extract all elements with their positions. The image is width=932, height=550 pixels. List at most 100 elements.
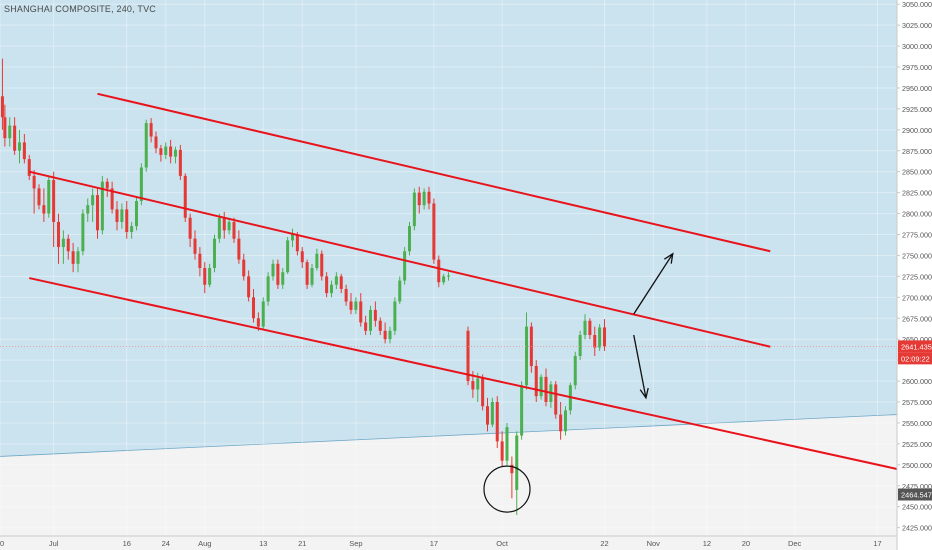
candle-80 [388, 330, 392, 340]
candle-98 [490, 402, 494, 425]
y-tick-label-21: 2525.000 [902, 440, 932, 449]
y-tick-label-12: 2750.000 [902, 251, 932, 260]
candle-79 [383, 330, 387, 340]
candle-32 [154, 136, 158, 149]
candle-9 [42, 205, 46, 214]
y-tick-label-1: 3025.000 [902, 21, 932, 30]
up-arrow-shaft [633, 253, 674, 315]
candle-103 [515, 435, 519, 490]
candle-13 [61, 238, 65, 248]
candle-109 [544, 376, 548, 402]
candle-81 [393, 301, 397, 331]
candle-21 [100, 181, 104, 231]
candle-97 [485, 406, 490, 425]
candle-3 [13, 125, 17, 151]
price-axis-background [897, 0, 932, 550]
countdown-label: 02:09:22 [901, 354, 930, 363]
current-price-label: 2641.435 [901, 342, 932, 351]
candle-11 [52, 180, 56, 222]
candle-89 [432, 203, 436, 260]
candle-69 [334, 276, 338, 285]
down-arrow-shaft [633, 334, 647, 398]
candle-0 [0, 96, 4, 118]
candle-90 [437, 259, 441, 283]
candle-101 [505, 427, 509, 461]
candle-95 [476, 378, 480, 390]
y-tick-label-22: 2500.000 [902, 461, 932, 470]
candle-67 [325, 276, 329, 294]
x-tick-label-0: 20 [0, 539, 4, 548]
candle-96 [481, 378, 485, 407]
candle-33 [159, 148, 163, 155]
highlight-zone [0, 0, 897, 457]
x-tick-label-1: Jul [49, 539, 59, 548]
candle-42 [203, 268, 207, 285]
y-tick-label-2: 3000.000 [902, 42, 932, 51]
candle-10 [47, 180, 51, 214]
candle-66 [320, 253, 324, 277]
x-tick-label-9: Oct [496, 539, 509, 548]
candle-17 [81, 213, 85, 252]
candle-38 [183, 175, 187, 218]
candle-24 [115, 209, 119, 222]
candle-27 [130, 226, 134, 232]
candle-43 [208, 268, 212, 285]
candle-5 [22, 142, 26, 160]
candle-18 [86, 205, 90, 214]
candle-15 [71, 251, 75, 264]
candle-71 [344, 288, 348, 302]
candle-112 [559, 414, 563, 432]
candle-44 [212, 238, 217, 268]
candle-99 [495, 402, 499, 442]
chart-title: SHANGHAI COMPOSITE, 240, TVC [4, 4, 156, 14]
candle-57 [276, 263, 280, 285]
candle-35 [169, 146, 173, 157]
candle-91 [442, 276, 446, 283]
candle-2 [8, 125, 12, 139]
candle-100 [500, 441, 504, 461]
low-price-label-bg [898, 488, 932, 501]
y-tick-label-13: 2725.000 [902, 272, 932, 281]
candle-83 [403, 251, 407, 281]
candle-120 [598, 327, 602, 348]
candle-121 [602, 327, 607, 347]
x-tick-label-4: Aug [198, 539, 211, 548]
y-tick-label-3: 2975.000 [902, 63, 932, 72]
x-tick-label-8: 17 [430, 539, 438, 548]
y-tick-label-18: 2600.000 [902, 377, 932, 386]
x-tick-label-12: 12 [703, 539, 711, 548]
candle-25 [120, 209, 124, 222]
candle-104 [520, 385, 524, 436]
candle-86 [417, 192, 421, 206]
candle-102 [510, 464, 514, 474]
low-price-label: 2464.547 [901, 491, 932, 500]
current-price-label-bg [898, 340, 932, 353]
grid-layer [0, 0, 897, 536]
candle-117 [583, 320, 587, 335]
candle-61 [295, 234, 299, 252]
y-tick-label-16: 2650.000 [902, 335, 932, 344]
candle-6 [27, 159, 31, 176]
candle-72 [349, 301, 353, 310]
candle-94 [471, 381, 475, 390]
candle-64 [310, 268, 314, 285]
candle-78 [378, 320, 382, 331]
up-arrow-head [664, 252, 674, 264]
candle-119 [593, 335, 597, 348]
y-tick-label-23: 2475.000 [902, 482, 932, 491]
candle-73 [354, 301, 358, 310]
y-tick-label-8: 2850.000 [902, 168, 932, 177]
candle-45 [217, 217, 221, 239]
y-tick-label-4: 2950.000 [902, 84, 932, 93]
countdown-label-bg [898, 352, 932, 365]
candle-39 [188, 217, 192, 239]
candle-4 [17, 142, 22, 151]
candle-58 [281, 272, 285, 285]
candle-113 [563, 410, 568, 432]
x-tick-label-7: Sep [349, 539, 362, 548]
candle-74 [359, 301, 363, 323]
candle-63 [305, 262, 309, 285]
candle-107 [534, 365, 538, 397]
x-tick-label-3: 24 [162, 539, 170, 548]
